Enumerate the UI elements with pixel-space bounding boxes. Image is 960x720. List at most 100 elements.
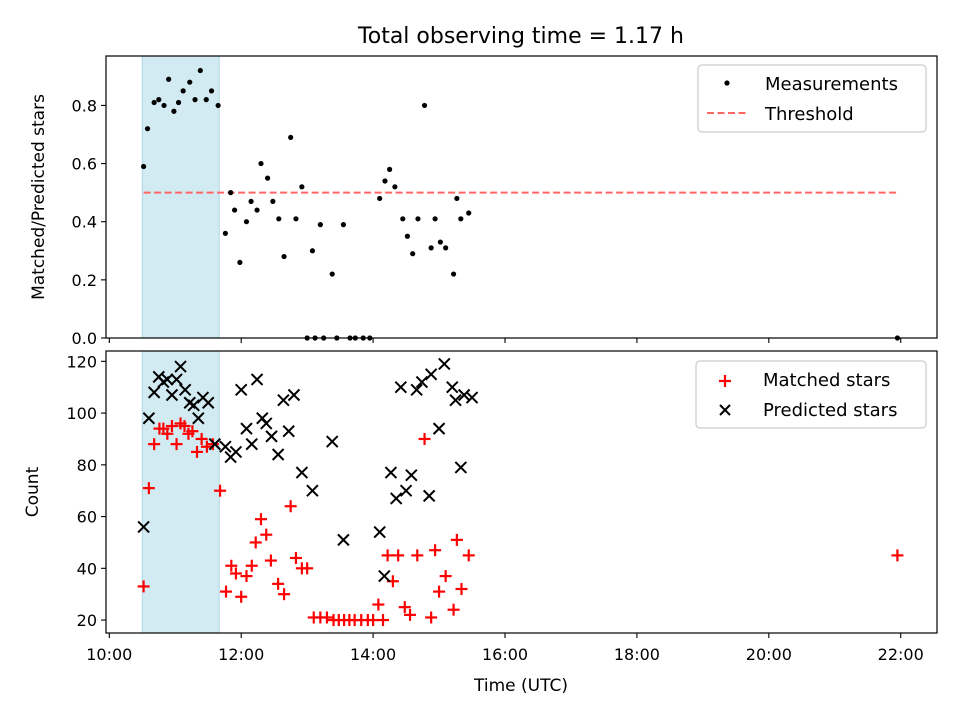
predicted-point <box>295 466 309 479</box>
predicted-point <box>415 375 429 389</box>
y-tick-label: 0.4 <box>72 213 97 232</box>
measurement-point <box>466 210 472 216</box>
measurement-point <box>288 134 294 141</box>
predicted-point <box>161 373 174 386</box>
matched-point <box>186 425 199 438</box>
top-panel: 0.00.20.40.60.8 Matched/Predicted stars … <box>29 55 938 348</box>
top-legend: Measurements Threshold <box>697 64 927 133</box>
predicted-point <box>265 430 278 443</box>
matched-point <box>249 536 262 549</box>
matched-point <box>161 427 174 440</box>
y-tick-label: 0.6 <box>72 155 97 174</box>
measurement-point <box>228 190 234 196</box>
matched-point <box>206 438 219 451</box>
xlabel: Time (UTC) <box>473 676 568 696</box>
matched-point <box>450 533 463 546</box>
predicted-point <box>378 569 391 583</box>
measurement-point <box>237 259 243 266</box>
measurement-point <box>281 253 287 260</box>
matched-point <box>372 598 385 611</box>
bottom-legend: Matched stars Predicted stars <box>695 360 927 429</box>
measurement-point <box>166 76 172 82</box>
measurement-point <box>180 88 186 94</box>
predicted-point <box>454 461 468 474</box>
matched-point <box>278 588 291 601</box>
y-tick-label: 0.0 <box>72 329 97 348</box>
matched-point <box>301 562 314 575</box>
y-tick-label: 80 <box>77 456 97 475</box>
y-tick-label: 0.8 <box>72 96 97 115</box>
measurement-point <box>415 216 421 222</box>
matched-point <box>272 577 285 590</box>
measurement-point <box>450 271 457 277</box>
predicted-point <box>142 412 156 425</box>
matched-point <box>462 549 475 562</box>
x-tick-label: 18:00 <box>614 645 660 664</box>
measurement-point <box>144 126 151 132</box>
matched-point <box>229 567 242 580</box>
x-tick-label: 12:00 <box>218 645 264 664</box>
top-ylabel: Matched/Predicted stars <box>29 94 49 300</box>
matched-point <box>178 420 191 433</box>
y-tick-label: 0.2 <box>72 271 97 290</box>
legend-matched-marker <box>719 375 731 387</box>
predicted-point <box>457 388 471 402</box>
measurement-point <box>175 99 182 106</box>
matched-point <box>142 482 155 495</box>
predicted-point <box>165 388 179 402</box>
measurement-point <box>232 207 238 213</box>
predicted-point <box>399 484 413 497</box>
predicted-point <box>192 412 205 425</box>
predicted-point <box>394 381 408 394</box>
matched-point <box>320 611 333 624</box>
predicted-point <box>187 399 200 412</box>
matched-point <box>254 513 267 526</box>
predicted-point <box>202 396 215 409</box>
measurement-point <box>203 97 209 103</box>
predicted-point <box>219 440 232 453</box>
matched-point <box>245 559 258 572</box>
measurement-point <box>404 233 411 239</box>
predicted-point <box>446 381 459 394</box>
figure-title: Total observing time = 1.17 h <box>357 24 684 49</box>
legend-measurements-label: Measurements <box>765 74 898 95</box>
matched-point <box>381 549 394 562</box>
matched-point <box>398 601 411 614</box>
measurement-point <box>243 219 250 225</box>
measurement-point <box>208 88 215 94</box>
matched-point <box>404 608 417 621</box>
predicted-point <box>337 533 350 547</box>
x-tick-label: 22:00 <box>878 645 924 664</box>
measurement-point <box>156 97 162 103</box>
measurement-point <box>386 166 393 172</box>
predicted-point <box>271 448 285 461</box>
measurement-point <box>293 216 299 222</box>
matched-point <box>170 438 183 451</box>
predicted-point <box>438 357 451 371</box>
predicted-point <box>465 391 479 404</box>
legend-measurements-marker <box>724 80 730 86</box>
matched-point <box>191 445 204 458</box>
measurement-point <box>254 207 260 213</box>
predicted-point <box>389 492 403 505</box>
measurement-point <box>432 216 438 222</box>
matched-point <box>429 544 442 557</box>
matched-point <box>165 420 178 433</box>
predicted-point <box>405 468 418 482</box>
predicted-point <box>137 520 150 534</box>
predicted-point <box>373 525 386 539</box>
y-tick-label: 100 <box>66 404 97 423</box>
predicted-point <box>240 422 253 435</box>
predicted-point <box>282 424 295 438</box>
measurement-point <box>382 178 388 184</box>
y-tick-label: 40 <box>77 559 97 578</box>
matched-point <box>284 500 297 513</box>
measurement-point <box>140 163 147 170</box>
measurement-point <box>309 248 316 254</box>
matched-point <box>235 590 248 603</box>
y-tick-label: 120 <box>66 352 97 371</box>
matched-point <box>264 554 277 567</box>
matched-point <box>439 570 452 583</box>
legend-threshold-label: Threshold <box>764 104 854 125</box>
